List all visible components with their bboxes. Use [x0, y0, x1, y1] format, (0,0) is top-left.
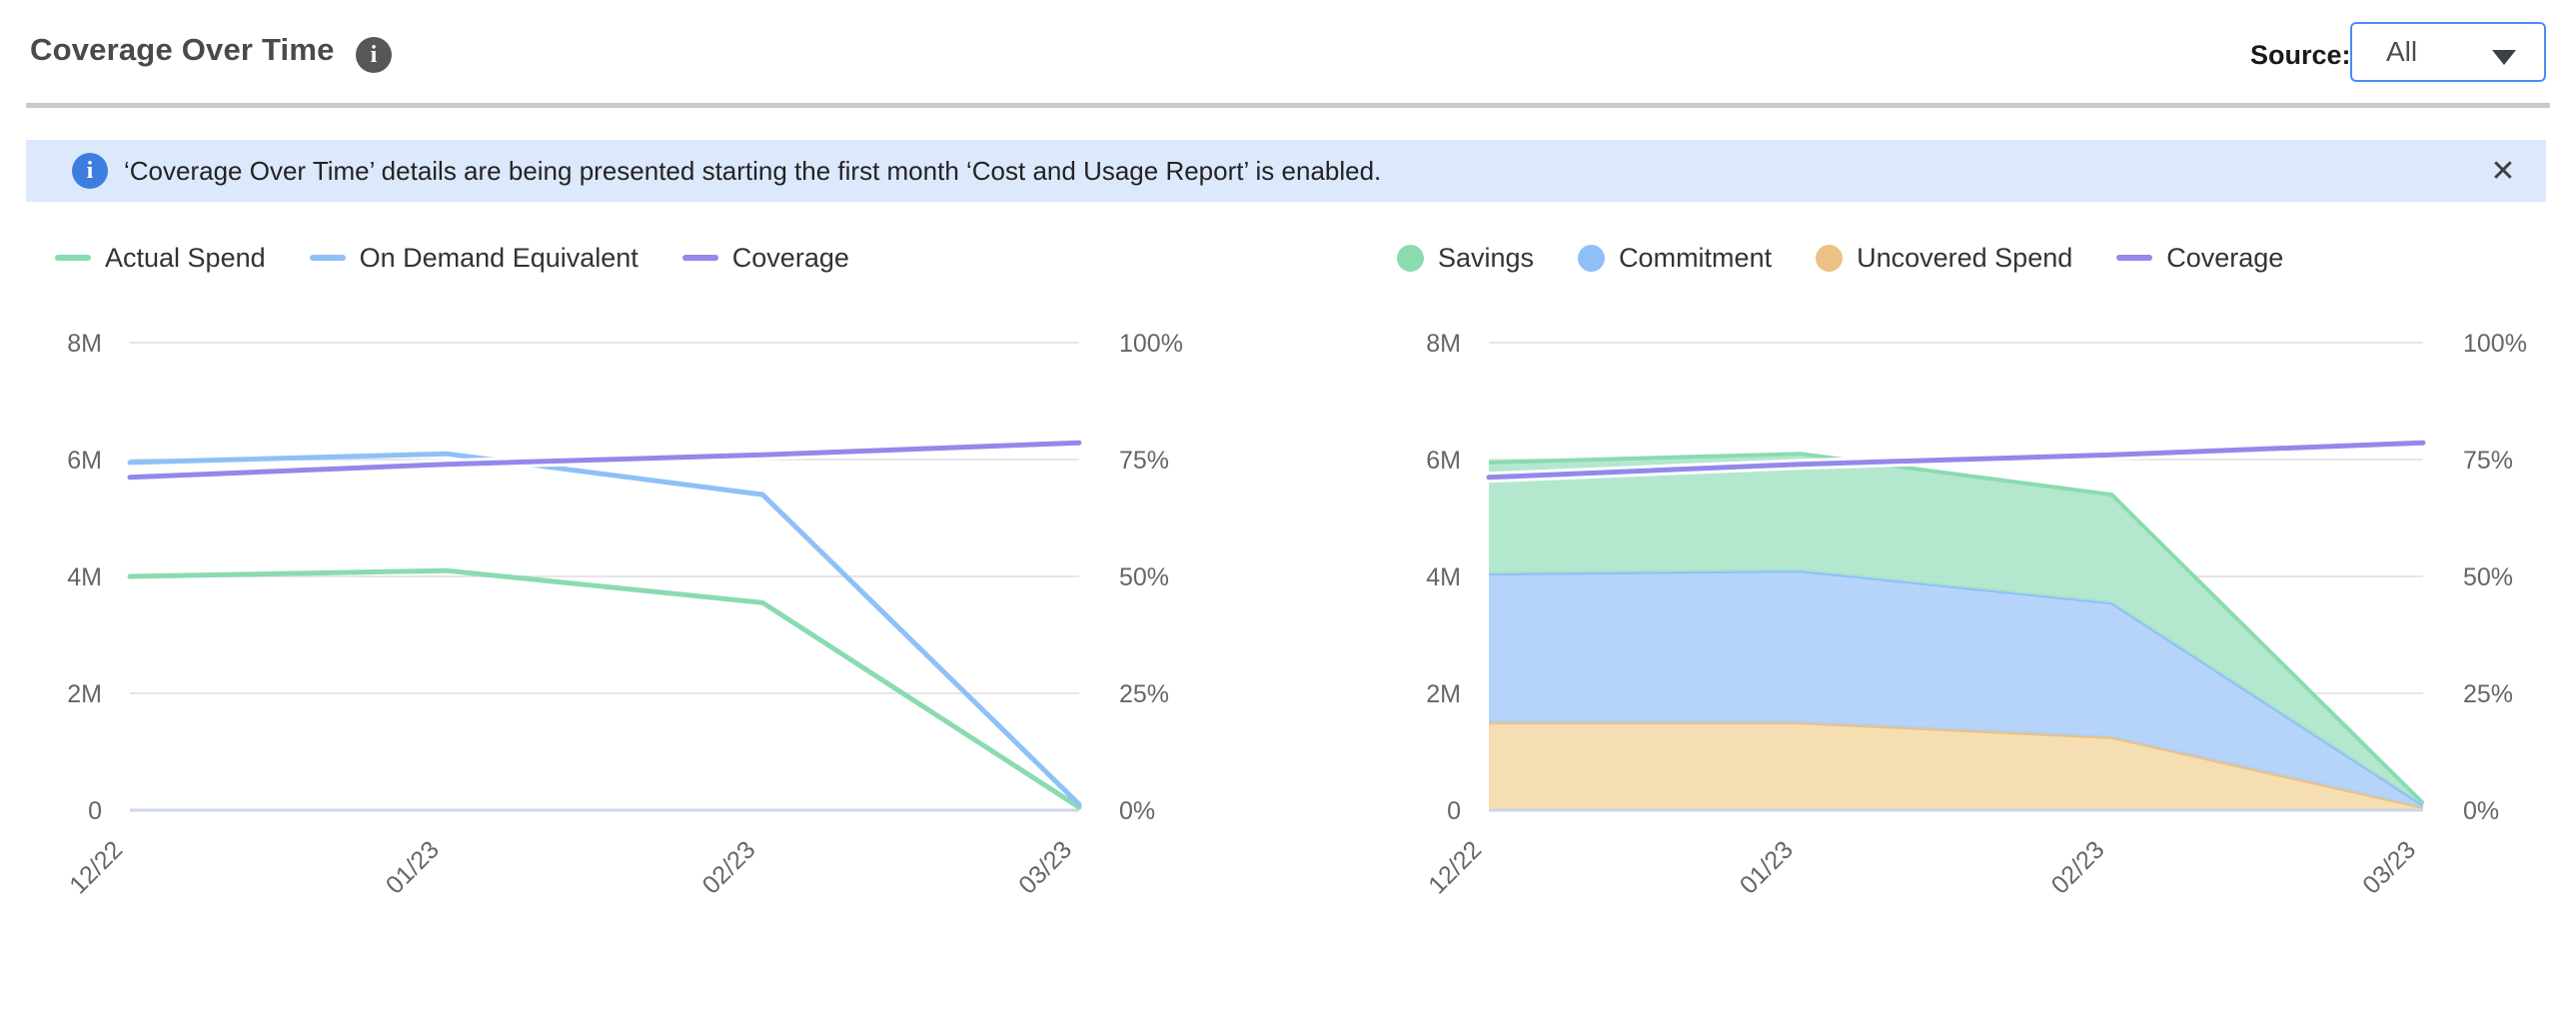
line-swatch-icon — [2116, 255, 2153, 261]
x-axis-label: 01/23 — [1735, 835, 1799, 899]
close-icon[interactable]: ✕ — [2490, 154, 2516, 188]
line-swatch-icon — [55, 255, 91, 261]
y-axis-label-right: 50% — [2463, 563, 2513, 591]
area-swatch-icon — [1816, 244, 1844, 272]
page-title: Coverage Over Time — [30, 32, 335, 67]
y-axis-label-right: 100% — [2463, 330, 2527, 358]
series-line-coverage[interactable] — [127, 440, 1082, 481]
area-uncovered-spend[interactable] — [1489, 722, 2423, 810]
legend-label: On Demand Equivalent — [359, 242, 639, 273]
area-edge — [1488, 452, 2425, 805]
left-chart-legend: Actual Spend On Demand Equivalent Covera… — [55, 238, 893, 278]
y-axis-label-right: 75% — [2463, 447, 2513, 475]
header: Coverage Over Time i Source: All — [0, 0, 2576, 103]
area-commitment[interactable] — [1489, 570, 2423, 808]
legend-item-actual-spend[interactable]: Actual Spend — [55, 243, 266, 274]
line-swatch-icon — [309, 255, 346, 261]
x-axis-label: 03/23 — [1013, 835, 1077, 899]
x-axis-label: 01/23 — [381, 835, 445, 899]
y-axis-label-right: 25% — [2463, 680, 2513, 708]
y-axis-label-left: 6M — [67, 447, 102, 475]
y-axis-label-left: 2M — [67, 680, 102, 708]
area-swatch-icon — [1397, 244, 1424, 272]
y-axis-label-left: 6M — [1426, 447, 1461, 475]
legend-label: Coverage — [2166, 242, 2284, 273]
source-label: Source: — [2250, 40, 2351, 70]
legend-label: Savings — [1438, 242, 1535, 273]
line-swatch-icon — [681, 255, 718, 261]
y-axis-label-right: 100% — [1119, 330, 1183, 358]
legend-label: Coverage — [731, 242, 849, 273]
y-axis-label-left: 4M — [67, 563, 102, 591]
y-axis-label-left: 8M — [1426, 330, 1461, 358]
area-swatch-icon — [1578, 244, 1606, 272]
legend-item-savings[interactable]: Savings — [1397, 243, 1534, 274]
chevron-down-icon — [2492, 50, 2516, 65]
series-line-actual-spend[interactable] — [127, 567, 1082, 810]
info-icon: i — [72, 153, 108, 189]
source-dropdown[interactable]: All — [2350, 22, 2546, 82]
info-banner-text: ‘Coverage Over Time’ details are being p… — [124, 155, 1382, 186]
x-axis-label: 03/23 — [2357, 835, 2421, 899]
legend-item-uncovered-spend[interactable]: Uncovered Spend — [1816, 243, 2072, 274]
y-axis-label-right: 0% — [2463, 797, 2499, 825]
legend-item-commitment[interactable]: Commitment — [1578, 243, 1772, 274]
x-axis-label: 02/23 — [2046, 835, 2110, 899]
y-axis-label-left: 4M — [1426, 563, 1461, 591]
y-axis-label-right: 75% — [1119, 447, 1169, 475]
y-axis-label-left: 0 — [1447, 797, 1461, 825]
right-chart-legend: Savings Commitment Uncovered Spend Cover… — [1397, 238, 2327, 278]
legend-item-coverage[interactable]: Coverage — [681, 242, 849, 274]
series-line-on-demand-equivalent[interactable] — [127, 451, 1082, 807]
legend-label: Actual Spend — [105, 242, 266, 273]
x-axis-label: 02/23 — [697, 835, 761, 899]
legend-item-coverage[interactable]: Coverage — [2116, 243, 2283, 274]
x-axis-label: 12/22 — [1423, 835, 1487, 899]
y-axis-label-left: 8M — [67, 330, 102, 358]
y-axis-label-right: 0% — [1119, 797, 1155, 825]
area-savings[interactable] — [1489, 454, 2423, 805]
info-banner: i ‘Coverage Over Time’ details are being… — [26, 140, 2546, 202]
title-info-icon[interactable]: i — [356, 37, 392, 73]
legend-label: Uncovered Spend — [1857, 242, 2073, 273]
header-divider — [26, 103, 2550, 108]
y-axis-label-right: 50% — [1119, 563, 1169, 591]
series-line-coverage[interactable] — [1486, 440, 2426, 481]
y-axis-label-left: 2M — [1426, 680, 1461, 708]
legend-label: Commitment — [1619, 242, 1773, 273]
y-axis-label-right: 25% — [1119, 680, 1169, 708]
y-axis-label-left: 0 — [88, 797, 102, 825]
source-dropdown-value: All — [2386, 36, 2418, 67]
legend-item-on-demand-equivalent[interactable]: On Demand Equivalent — [309, 242, 639, 274]
x-axis-label: 12/22 — [64, 835, 128, 899]
